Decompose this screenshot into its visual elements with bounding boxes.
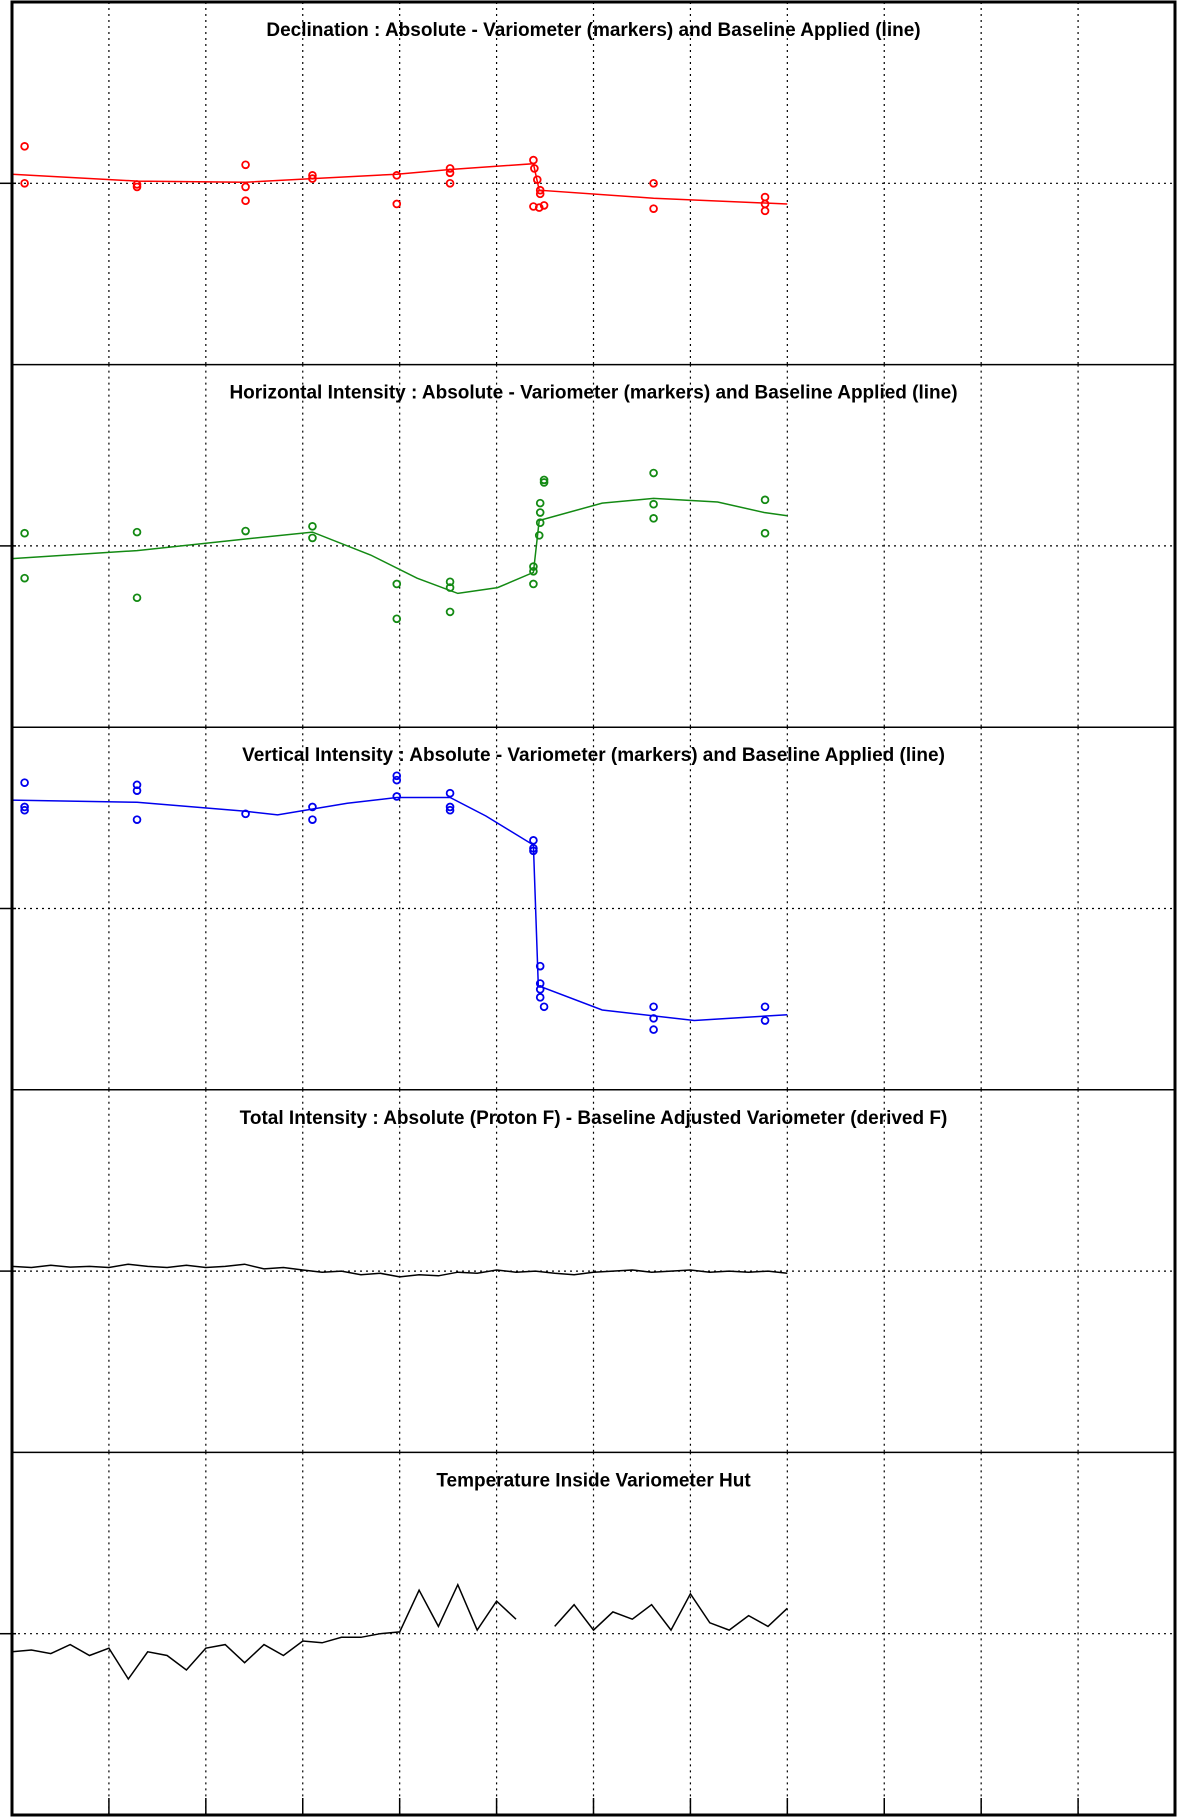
marker (20, 802, 29, 812)
marker (649, 468, 658, 478)
marker (20, 142, 29, 151)
marker (241, 809, 250, 819)
marker (539, 475, 549, 485)
marker (539, 201, 549, 210)
marker (308, 522, 317, 531)
marker (649, 1025, 658, 1034)
marker (649, 204, 658, 213)
chart-title: Vertical Intensity : Absolute - Variomet… (242, 745, 945, 766)
marker (20, 573, 29, 583)
marker (445, 607, 455, 617)
marker (392, 775, 402, 785)
marker (241, 196, 250, 206)
marker (539, 1002, 549, 1012)
marker (760, 199, 770, 209)
marker (132, 182, 142, 192)
marker (392, 792, 402, 801)
line (11, 1263, 788, 1278)
marker (241, 160, 250, 170)
line (11, 1582, 788, 1681)
marker (535, 993, 545, 1002)
marker (649, 499, 658, 509)
marker (445, 802, 455, 812)
marker (445, 164, 455, 173)
marker (132, 593, 142, 603)
marker (308, 802, 317, 812)
marker (529, 579, 538, 589)
marker (392, 771, 402, 781)
marker (308, 815, 317, 824)
marker (760, 206, 770, 216)
line (11, 497, 788, 595)
marker (649, 1014, 658, 1023)
marker (535, 961, 545, 971)
marker (760, 495, 770, 505)
marker (392, 579, 402, 589)
marker (20, 179, 29, 188)
marker (445, 788, 455, 798)
marker (760, 528, 770, 538)
chart-title: Total Intensity : Absolute (Proton F) - … (240, 1108, 948, 1129)
marker (392, 614, 402, 624)
marker (132, 815, 142, 824)
chart-title: Horizontal Intensity : Absolute - Variom… (229, 383, 957, 404)
marker (132, 786, 142, 795)
marker (392, 199, 402, 209)
marker (529, 836, 538, 845)
marker (308, 533, 317, 543)
marker (535, 508, 545, 517)
marker (649, 514, 658, 523)
marker (445, 805, 455, 815)
marker (20, 805, 29, 815)
marker (20, 528, 29, 538)
frame (10, 0, 1177, 1817)
marker (534, 203, 544, 212)
chart-title: Declination : Absolute - Variometer (mar… (266, 20, 920, 41)
marker (760, 1016, 770, 1025)
marker (534, 531, 544, 540)
marker (132, 527, 142, 537)
marker (649, 1002, 658, 1012)
marker (535, 498, 545, 508)
marker (445, 577, 455, 587)
marker (760, 1002, 770, 1012)
marker (529, 155, 538, 165)
line (11, 162, 788, 205)
marker (20, 778, 29, 787)
marker (392, 171, 402, 180)
marker (241, 526, 250, 536)
marker (535, 518, 545, 527)
marker (760, 192, 770, 202)
marker (445, 179, 455, 188)
marker (241, 182, 250, 192)
line (11, 796, 788, 1022)
marker (132, 780, 142, 790)
marker (649, 179, 658, 188)
chart-title: Temperature Inside Variometer Hut (436, 1470, 751, 1491)
